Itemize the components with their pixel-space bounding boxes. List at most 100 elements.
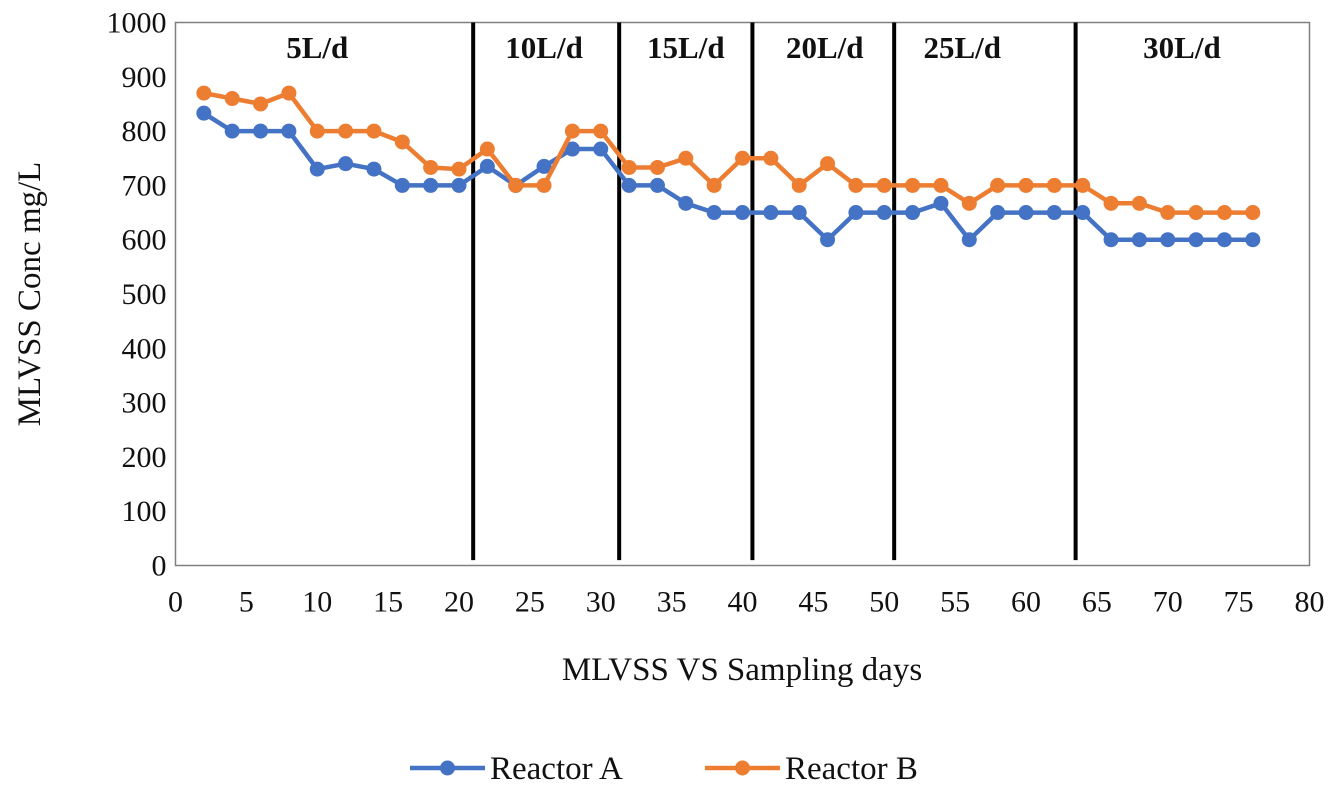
- x-tick-label: 15: [373, 586, 403, 619]
- data-point-reactor-b: [366, 123, 382, 139]
- legend-swatch-marker: [440, 760, 455, 776]
- series-reactor-a: [196, 105, 1261, 248]
- data-point-reactor-a: [1103, 232, 1119, 248]
- x-tick-label: 80: [1295, 586, 1325, 619]
- y-tick-label: 200: [122, 441, 167, 474]
- x-axis-title: MLVSS VS Sampling days: [562, 652, 922, 688]
- phase-labels: 5L/d 10L/d 15L/d 20L/d 25L/d 30L/d: [286, 30, 1220, 65]
- y-tick-label: 400: [122, 332, 167, 365]
- data-point-reactor-a: [1245, 232, 1261, 248]
- data-point-reactor-a: [1131, 232, 1147, 248]
- x-tick-label: 60: [1011, 586, 1041, 619]
- legend-label: Reactor A: [490, 751, 623, 787]
- legend: Reactor A Reactor B: [410, 751, 918, 787]
- data-point-reactor-b: [1245, 205, 1261, 221]
- data-point-reactor-b: [905, 177, 921, 193]
- legend-entry-reactor-b: Reactor B: [705, 751, 918, 787]
- series-layer: [196, 85, 1261, 248]
- series-reactor-b: [196, 85, 1261, 221]
- y-tick-label: 800: [122, 115, 167, 148]
- data-point-reactor-b: [961, 195, 977, 211]
- data-point-reactor-a: [706, 205, 722, 221]
- data-point-reactor-a: [224, 123, 240, 139]
- data-point-reactor-a: [820, 232, 836, 248]
- data-point-reactor-b: [876, 177, 892, 193]
- data-point-reactor-a: [423, 177, 439, 193]
- x-axis-ticks: 0 5 10 15 20 25 30 35 40 45 50 55 60 65 70 75 80: [168, 586, 1325, 619]
- data-point-reactor-b: [1160, 205, 1176, 221]
- data-point-reactor-b: [309, 123, 325, 139]
- phase-label: 30L/d: [1143, 30, 1221, 65]
- data-point-reactor-b: [621, 159, 637, 175]
- data-point-reactor-a: [366, 161, 382, 177]
- data-point-reactor-b: [1188, 205, 1204, 221]
- phase-label: 10L/d: [505, 30, 583, 65]
- data-point-reactor-b: [423, 159, 439, 175]
- phase-label: 25L/d: [923, 30, 1001, 65]
- data-point-reactor-a: [281, 123, 297, 139]
- x-tick-label: 45: [798, 586, 828, 619]
- data-point-reactor-b: [1131, 195, 1147, 211]
- x-tick-label: 70: [1153, 586, 1183, 619]
- y-tick-label: 700: [122, 169, 167, 202]
- data-point-reactor-a: [593, 141, 609, 157]
- data-point-reactor-a: [735, 205, 750, 221]
- y-axis-ticks: 0 100 200 300 400 500 600 700 800 900 1000: [107, 7, 167, 583]
- data-point-reactor-a: [1046, 205, 1062, 221]
- data-point-reactor-b: [1018, 177, 1034, 193]
- data-point-reactor-a: [253, 123, 269, 139]
- data-point-reactor-a: [451, 177, 467, 193]
- data-point-reactor-a: [196, 105, 212, 121]
- plot-area-frame: [174, 21, 1311, 567]
- data-point-reactor-b: [990, 177, 1006, 193]
- y-tick-label: 100: [122, 495, 167, 528]
- x-tick-label: 55: [940, 586, 970, 619]
- data-point-reactor-b: [763, 150, 779, 166]
- data-point-reactor-b: [479, 141, 495, 157]
- x-tick-label: 10: [302, 586, 332, 619]
- x-tick-label: 65: [1082, 586, 1112, 619]
- x-tick-label: 40: [728, 586, 758, 619]
- data-point-reactor-a: [338, 156, 354, 172]
- x-tick-label: 25: [515, 586, 545, 619]
- data-point-reactor-b: [933, 177, 949, 193]
- data-point-reactor-a: [649, 177, 665, 193]
- data-point-reactor-a: [1188, 232, 1204, 248]
- data-point-reactor-b: [394, 134, 410, 150]
- legend-label: Reactor B: [785, 751, 918, 787]
- data-point-reactor-a: [791, 205, 807, 221]
- legend-entry-reactor-a: Reactor A: [410, 751, 623, 787]
- x-tick-label: 5: [239, 586, 254, 619]
- x-tick-label: 0: [168, 586, 183, 619]
- data-point-reactor-b: [848, 177, 864, 193]
- y-tick-label: 900: [122, 61, 167, 94]
- x-tick-label: 20: [444, 586, 474, 619]
- data-point-reactor-b: [735, 150, 750, 166]
- data-point-reactor-b: [451, 161, 467, 177]
- data-point-reactor-a: [1075, 205, 1091, 221]
- legend-swatch-marker: [735, 760, 750, 776]
- data-point-reactor-b: [820, 156, 836, 172]
- y-tick-label: 1000: [107, 7, 167, 40]
- y-tick-label: 0: [152, 550, 167, 583]
- data-point-reactor-b: [281, 85, 297, 101]
- data-point-reactor-a: [479, 158, 495, 174]
- phase-label: 5L/d: [286, 30, 348, 65]
- data-point-reactor-a: [876, 205, 892, 221]
- data-point-reactor-b: [508, 177, 524, 193]
- data-point-reactor-a: [961, 232, 977, 248]
- data-point-reactor-b: [1046, 177, 1062, 193]
- y-tick-label: 300: [122, 387, 167, 420]
- phase-dividers: [471, 22, 1078, 561]
- data-point-reactor-b: [706, 177, 722, 193]
- data-point-reactor-b: [338, 123, 354, 139]
- data-point-reactor-b: [253, 96, 269, 112]
- data-point-reactor-a: [1216, 232, 1232, 248]
- data-point-reactor-a: [536, 158, 552, 174]
- phase-label: 20L/d: [786, 30, 864, 65]
- data-point-reactor-a: [1018, 205, 1034, 221]
- data-point-reactor-a: [564, 141, 580, 157]
- phase-label: 15L/d: [647, 30, 725, 65]
